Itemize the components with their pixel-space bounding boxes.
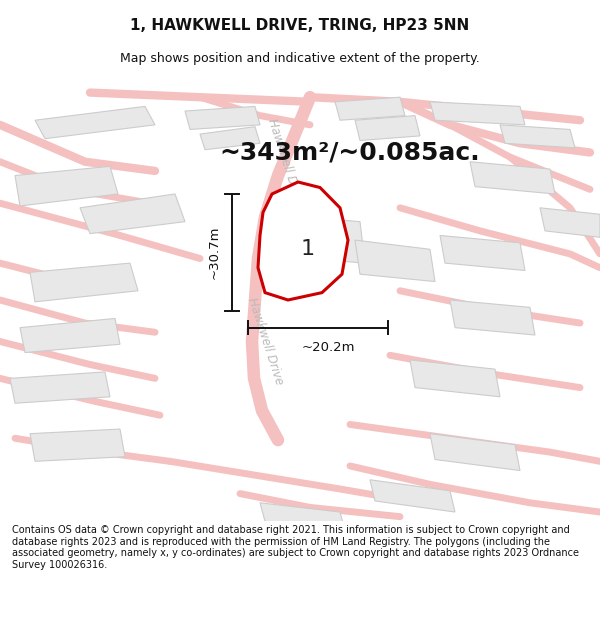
Polygon shape [80, 194, 185, 234]
Polygon shape [430, 434, 520, 471]
Text: ~30.7m: ~30.7m [208, 226, 221, 279]
Text: 1, HAWKWELL DRIVE, TRING, HP23 5NN: 1, HAWKWELL DRIVE, TRING, HP23 5NN [130, 18, 470, 32]
Polygon shape [450, 300, 535, 335]
Polygon shape [10, 372, 110, 403]
Polygon shape [20, 318, 120, 352]
Polygon shape [410, 360, 500, 397]
Text: Map shows position and indicative extent of the property.: Map shows position and indicative extent… [120, 52, 480, 65]
Polygon shape [305, 217, 365, 263]
Polygon shape [335, 97, 405, 120]
Polygon shape [430, 102, 525, 125]
Text: 1: 1 [301, 239, 315, 259]
Polygon shape [35, 106, 155, 139]
Polygon shape [15, 166, 118, 206]
Polygon shape [260, 503, 345, 531]
Polygon shape [30, 263, 138, 302]
Polygon shape [370, 480, 455, 512]
Polygon shape [30, 429, 125, 461]
Polygon shape [258, 182, 348, 300]
Polygon shape [185, 106, 260, 129]
Polygon shape [540, 208, 600, 238]
Text: ~343m²/~0.085ac.: ~343m²/~0.085ac. [220, 141, 481, 164]
Text: ~20.2m: ~20.2m [301, 341, 355, 354]
Polygon shape [440, 236, 525, 271]
Text: Hawkwell Drive: Hawkwell Drive [265, 116, 305, 207]
Polygon shape [355, 116, 420, 141]
Polygon shape [200, 127, 260, 150]
Polygon shape [470, 162, 555, 194]
Polygon shape [500, 125, 575, 148]
Text: Contains OS data © Crown copyright and database right 2021. This information is : Contains OS data © Crown copyright and d… [12, 525, 579, 570]
Polygon shape [355, 240, 435, 281]
Text: Hawkwell Drive: Hawkwell Drive [245, 296, 285, 387]
